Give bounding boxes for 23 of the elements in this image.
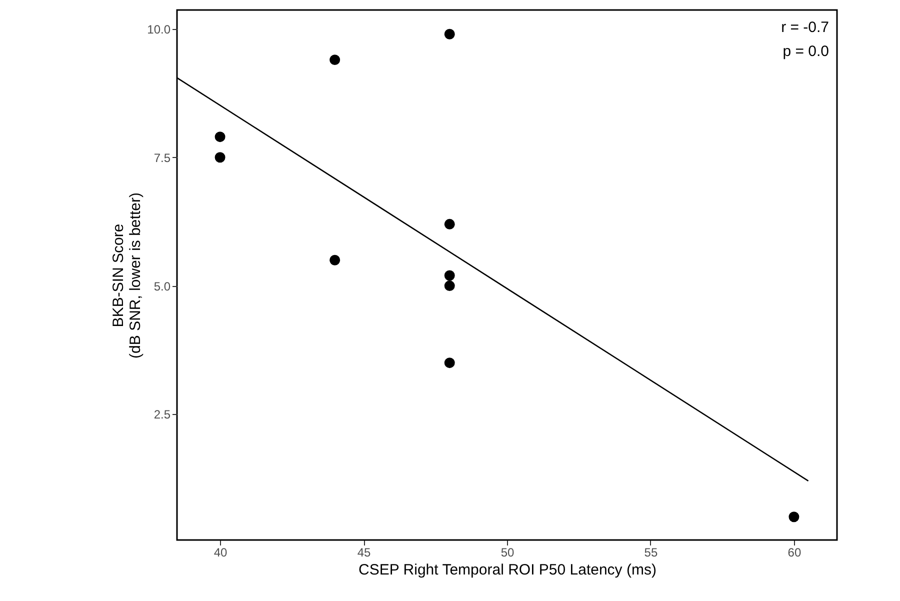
x-tick-label: 55 [644,546,658,560]
y-tick-label: 2.5 [154,408,171,422]
y-tick-label: 5.0 [154,279,171,294]
x-tick-label: 60 [788,546,802,560]
point [330,54,340,66]
y-axis-title: BKB-SIN Score (dB SNR, lower is better) [110,192,144,358]
x-tick-label: 45 [357,546,372,560]
point [330,254,340,266]
point [444,270,455,281]
point [214,132,226,142]
x-tick-label: 40 [214,546,228,560]
annotation: p = 0.0 [782,43,829,60]
x-axis-title: CSEP Right Temporal ROI P50 Latency (ms) [358,562,656,578]
annotation: r = -0.7 [781,19,829,36]
point [444,28,455,40]
point [444,358,455,368]
point [444,218,455,230]
x-tick-label: 50 [500,546,514,560]
y-tick-label: 7.5 [154,150,171,165]
point [788,512,800,522]
y-tick-label: 10.0 [147,22,171,36]
point [444,280,455,292]
point [214,152,226,163]
